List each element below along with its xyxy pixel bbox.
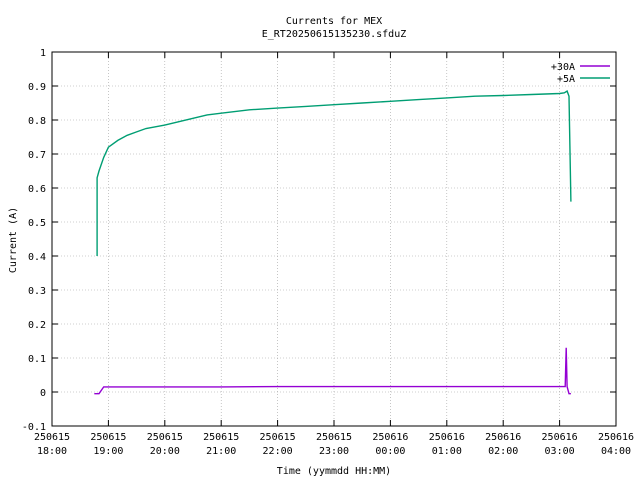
y-axis: -0.1 0 0.1 0.2 0.3 0.4 0.5 0.6 0.7 0.8 0.9 1	[22, 48, 616, 433]
x-axis: 250615 18:00 250615 19:00 250615 20:00 250615 2…	[34, 52, 634, 457]
y-tick-label: 0.7	[28, 150, 46, 161]
x-tick-time-label: 04:00	[601, 446, 631, 457]
x-axis-label: Time (yymmdd HH:MM)	[277, 466, 391, 477]
series-group	[94, 90, 572, 395]
x-tick-time-label: 21:00	[206, 446, 236, 457]
x-tick-time-label: 01:00	[432, 446, 462, 457]
x-tick-date-label: 250616	[372, 432, 408, 443]
y-tick-label: 0.8	[28, 116, 46, 127]
x-tick-date-label: 250616	[598, 432, 634, 443]
grid	[51, 51, 617, 427]
x-tick-date-label: 250615	[34, 432, 70, 443]
y-tick-label: 0.2	[28, 320, 46, 331]
y-tick-label: -0.1	[22, 422, 46, 433]
y-tick-label: 0.5	[28, 218, 46, 229]
legend: +30A+5A	[551, 62, 610, 85]
x-tick-date-label: 250615	[260, 432, 296, 443]
y-tick-label: 0	[40, 388, 46, 399]
x-tick-time-label: 20:00	[150, 446, 180, 457]
y-tick-label: 0.4	[28, 252, 46, 263]
y-tick-label: 0.6	[28, 184, 46, 195]
x-tick-time-label: 00:00	[375, 446, 405, 457]
x-tick-time-label: 03:00	[545, 446, 575, 457]
x-tick-time-label: 02:00	[488, 446, 518, 457]
y-tick-label: 0.3	[28, 286, 46, 297]
x-tick-date-label: 250615	[90, 432, 126, 443]
x-tick-date-label: 250616	[542, 432, 578, 443]
series-line-0	[94, 347, 571, 395]
x-tick-date-label: 250615	[147, 432, 183, 443]
x-tick-date-label: 250615	[316, 432, 352, 443]
x-tick-time-label: 18:00	[37, 446, 67, 457]
x-tick-date-label: 250616	[485, 432, 521, 443]
x-tick-time-label: 22:00	[263, 446, 293, 457]
x-tick-time-label: 19:00	[93, 446, 123, 457]
legend-label: +5A	[557, 74, 575, 85]
y-tick-label: 0.1	[28, 354, 46, 365]
y-tick-label: 0.9	[28, 82, 46, 93]
x-tick-date-label: 250615	[203, 432, 239, 443]
x-tick-time-label: 23:00	[319, 446, 349, 457]
series-line-1	[96, 90, 572, 256]
chart-subtitle: E_RT20250615135230.sfduZ	[262, 29, 407, 40]
chart-title: Currents for MEX	[286, 16, 382, 27]
x-tick-date-label: 250616	[429, 432, 465, 443]
y-tick-label: 1	[40, 48, 46, 59]
y-axis-label: Current (A)	[8, 207, 19, 273]
legend-label: +30A	[551, 62, 575, 73]
